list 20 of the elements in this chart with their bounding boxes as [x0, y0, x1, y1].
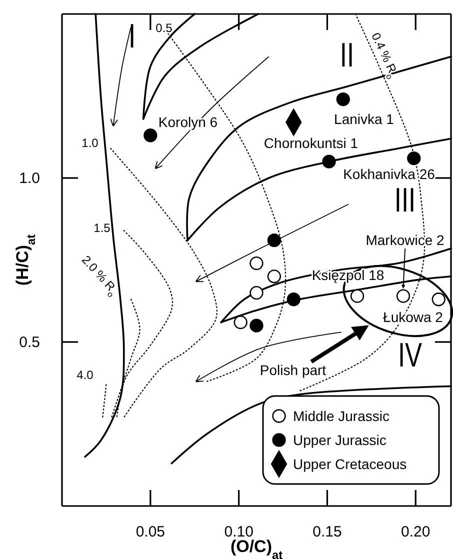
legend-label: Middle Jurassic: [293, 408, 390, 424]
annotation: Chornokuntsi 1: [264, 135, 358, 151]
annotation: Polish part: [260, 362, 326, 378]
annotation: 1.0: [82, 136, 99, 150]
annotation: 0.5: [156, 21, 173, 35]
x-tick-label: 0.20: [401, 524, 430, 541]
legend-label: Upper Cretaceous: [293, 456, 407, 472]
annotation: Lanivka 1: [334, 111, 394, 127]
legend-label: Upper Jurassic: [293, 432, 386, 448]
annotation: 4.0: [76, 368, 94, 382]
x-tick-label: 0.15: [312, 524, 342, 541]
annotation: III: [394, 181, 416, 219]
annotation: IV: [398, 336, 422, 374]
annotation: I: [128, 17, 136, 55]
annotation: 1.5: [94, 221, 111, 235]
annotation: II: [340, 36, 354, 74]
annotation: Markowice 2: [366, 232, 444, 248]
annotation: Łukowa 2: [383, 309, 444, 325]
annotation: Kokhanivka 26: [343, 166, 436, 182]
x-tick-label: 0.05: [136, 524, 166, 541]
